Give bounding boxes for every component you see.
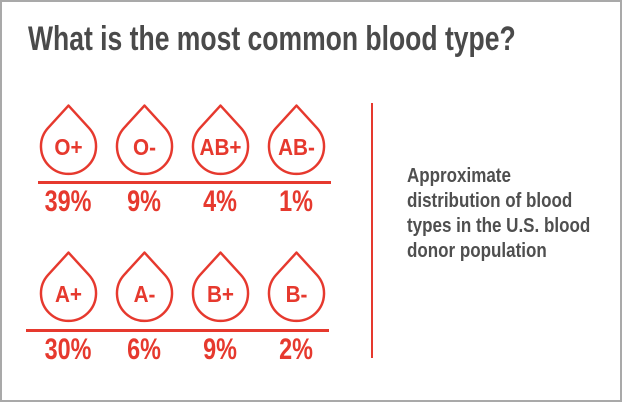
blood-drop-icon <box>191 251 249 323</box>
blood-type-label: O- <box>132 134 156 160</box>
percentage-value: 6% <box>127 333 161 366</box>
blood-drop-icon <box>191 104 249 176</box>
blood-drop-ab-positive: AB+ <box>191 103 250 176</box>
percentage-value: 9% <box>127 185 161 218</box>
blood-type-label: AB+ <box>199 134 241 160</box>
percentage-value: 9% <box>203 333 237 366</box>
blood-drop-ab-negative: AB- <box>267 103 326 176</box>
blood-type-label: A- <box>133 281 155 307</box>
blood-drop-b-positive: B+ <box>191 250 250 323</box>
percentage-value: 2% <box>279 333 313 366</box>
blood-drop-icon <box>115 251 173 323</box>
vertical-divider <box>371 103 373 358</box>
blood-drop-icon <box>115 104 173 176</box>
percentage-value: 39% <box>44 185 92 218</box>
note-line: Approximate <box>407 165 511 187</box>
percentage-value: 1% <box>279 185 313 218</box>
note-line: distribution of blood <box>407 190 573 212</box>
blood-type-label: B- <box>285 281 307 307</box>
note-line: donor population <box>407 240 547 262</box>
blood-drop-icon <box>267 251 325 323</box>
blood-drop-a-negative: A- <box>115 250 174 323</box>
percentage-value: 4% <box>203 185 237 218</box>
note-line: types in the U.S. blood <box>407 215 591 237</box>
note-text: Approximate distribution of blood types … <box>407 164 603 264</box>
blood-type-label: AB- <box>277 134 315 160</box>
blood-drop-b-negative: B- <box>267 250 326 323</box>
percentage-value: 30% <box>44 333 92 366</box>
blood-drop-icon <box>39 251 97 323</box>
blood-drop-icon <box>267 104 325 176</box>
row-1-baseline-rule <box>38 181 331 184</box>
blood-drop-a-positive: A+ <box>39 250 98 323</box>
blood-type-label: A+ <box>54 281 82 307</box>
blood-type-label: B+ <box>206 281 234 307</box>
page-title: What is the most common blood type? <box>28 20 516 58</box>
row-2-baseline-rule <box>26 329 329 332</box>
blood-drop-icon <box>39 104 97 176</box>
blood-drop-o-negative: O- <box>115 103 174 176</box>
blood-drop-o-positive: O+ <box>39 103 98 176</box>
blood-type-label: O+ <box>53 134 83 160</box>
